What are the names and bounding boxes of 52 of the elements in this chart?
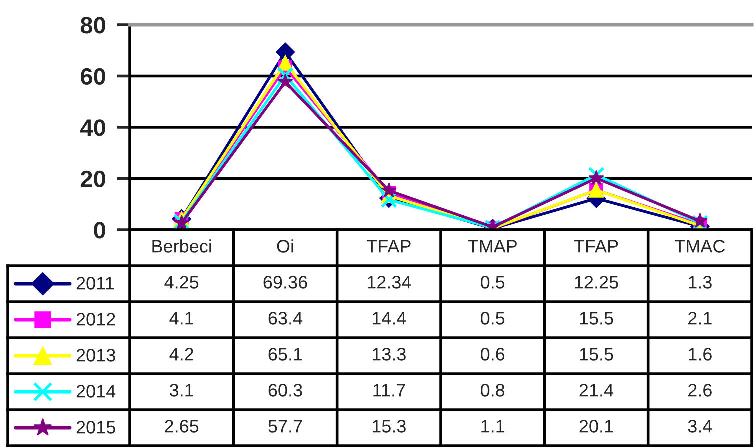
data-label: 65.1: [268, 348, 302, 361]
data-label: 0.6: [480, 348, 505, 361]
data-label: 2.65: [165, 420, 199, 433]
point: [588, 170, 604, 186]
data-label: 4.25: [164, 276, 199, 289]
data-label: 11.7: [374, 384, 406, 397]
data-label: 4.2: [170, 348, 194, 361]
data-label: 15.5: [580, 312, 614, 325]
data-label: 63.4: [268, 312, 303, 325]
data-label: 20.1: [580, 420, 614, 433]
data-label: 0.5: [480, 276, 505, 289]
y-tick-label: 40: [80, 120, 106, 136]
legend-label: 2014: [76, 385, 116, 398]
y-tick-label: 0: [94, 222, 106, 239]
data-label: 1.6: [688, 348, 712, 361]
legend-label: 2013: [76, 349, 116, 362]
data-label: 0.5: [480, 312, 505, 325]
y-tick-label: 80: [80, 17, 106, 34]
x-tick-label: Oi: [277, 240, 294, 253]
data-label: 13.3: [372, 348, 406, 361]
legend-label: 2015: [76, 421, 116, 434]
point: [278, 56, 294, 71]
data-label: 12.25: [575, 276, 618, 289]
x-tick-label: Berbeci: [152, 240, 212, 253]
legend-label: 2011: [76, 277, 114, 290]
point: [278, 74, 294, 89]
data-label: 12.34: [368, 276, 412, 289]
data-label: 15.3: [372, 420, 406, 433]
y-tick-label: 20: [80, 170, 106, 188]
point: [381, 182, 397, 198]
data-label: 0.8: [480, 384, 505, 397]
data-label: 60.3: [268, 384, 302, 397]
data-label: 1.3: [688, 276, 712, 289]
data-label: 1.1: [482, 420, 505, 433]
point: [277, 67, 294, 84]
x-tick-label: TFAP: [367, 240, 411, 253]
data-label: 2.6: [688, 384, 712, 397]
data-label: 21.4: [580, 384, 614, 397]
point: [380, 192, 398, 208]
legend-label: 2012: [76, 313, 116, 326]
data-label: 2.1: [688, 312, 712, 325]
data-label: 57.7: [268, 420, 302, 433]
x-tick-label: TMAP: [468, 240, 517, 253]
data-label: 15.5: [580, 348, 614, 361]
y-tick-label: 60: [80, 68, 106, 86]
x-tick-label: TMAC: [674, 240, 726, 253]
data-label: 3.1: [170, 384, 194, 397]
data-label: 4.1: [170, 312, 194, 325]
x-tick-label: TFAP: [574, 240, 618, 253]
data-label: 69.36: [264, 276, 308, 289]
data-label: 14.4: [372, 312, 406, 325]
data-label: 3.4: [688, 420, 712, 433]
